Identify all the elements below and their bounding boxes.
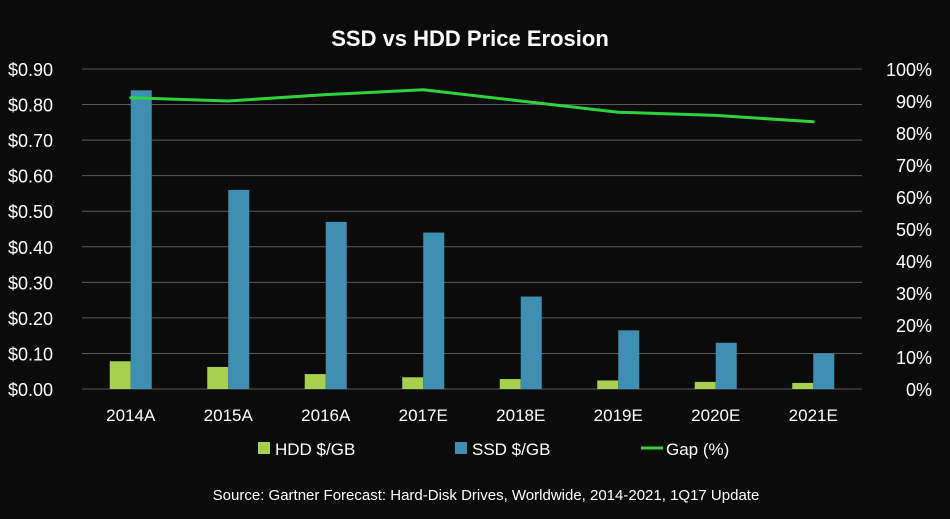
- right-tick-label: 70%: [896, 156, 932, 176]
- left-tick-label: $0.40: [8, 238, 53, 258]
- legend-label: Gap (%): [666, 440, 729, 459]
- hdd-bar: [694, 381, 716, 389]
- ssd-bar: [130, 90, 152, 389]
- legend: HDD $/GB SSD $/GB Gap (%): [258, 440, 729, 459]
- right-tick-label: 100%: [886, 60, 932, 80]
- hdd-bar: [792, 382, 814, 389]
- legend-label: HDD $/GB: [275, 440, 355, 459]
- chart-title: SSD vs HDD Price Erosion: [331, 26, 609, 51]
- left-tick-label: $0.00: [8, 380, 53, 400]
- category-label: 2014A: [106, 406, 156, 425]
- source-note: Source: Gartner Forecast: Hard-Disk Driv…: [213, 487, 760, 504]
- left-axis-ticks: $0.00 $0.10 $0.20 $0.30 $0.40 $0.50 $0.60 $0.70…: [8, 60, 53, 400]
- legend-swatch: [455, 442, 467, 454]
- left-tick-label: $0.50: [8, 202, 53, 222]
- right-tick-label: 0%: [906, 380, 932, 400]
- category-label: 2020E: [691, 406, 740, 425]
- left-tick-label: $0.70: [8, 131, 53, 151]
- category-labels: 2014A 2015A 2016A 2017E 2018E 2019E 2020E 2021E: [106, 406, 838, 425]
- hdd-bar: [597, 380, 619, 389]
- ssd-bar: [813, 353, 835, 389]
- hdd-bar: [499, 379, 521, 389]
- ssd-bar: [618, 330, 640, 389]
- left-tick-label: $0.60: [8, 167, 53, 187]
- category-label: 2021E: [789, 406, 838, 425]
- left-tick-label: $0.90: [8, 60, 53, 80]
- bars: [109, 90, 835, 389]
- right-tick-label: 60%: [896, 188, 932, 208]
- right-tick-label: 40%: [896, 252, 932, 272]
- gridlines: [82, 68, 862, 390]
- category-label: 2018E: [496, 406, 545, 425]
- ssd-bar: [715, 342, 737, 389]
- legend-swatch: [258, 442, 270, 454]
- category-label: 2015A: [204, 406, 254, 425]
- right-axis-ticks: 0% 10% 20% 30% 40% 50% 60% 70% 80% 90% 100%: [886, 60, 932, 400]
- hdd-bar: [207, 366, 229, 389]
- left-tick-label: $0.30: [8, 273, 53, 293]
- right-tick-label: 50%: [896, 220, 932, 240]
- ssd-bar: [423, 232, 445, 389]
- left-tick-label: $0.80: [8, 96, 53, 116]
- gap-line: [129, 88, 815, 124]
- left-tick-label: $0.10: [8, 344, 53, 364]
- ssd-bar: [520, 296, 542, 389]
- category-label: 2016A: [301, 406, 351, 425]
- right-tick-label: 10%: [896, 348, 932, 368]
- ssd-bar: [325, 221, 347, 389]
- hdd-bar: [402, 377, 424, 389]
- right-tick-label: 80%: [896, 124, 932, 144]
- category-label: 2017E: [399, 406, 448, 425]
- category-label: 2019E: [594, 406, 643, 425]
- right-tick-label: 30%: [896, 284, 932, 304]
- ssd-bar: [228, 189, 250, 389]
- legend-label: SSD $/GB: [472, 440, 550, 459]
- left-tick-label: $0.20: [8, 309, 53, 329]
- gap-line-layer: [129, 88, 815, 124]
- right-tick-label: 20%: [896, 316, 932, 336]
- hdd-bar: [304, 374, 326, 389]
- right-tick-label: 90%: [896, 92, 932, 112]
- hdd-bar: [109, 361, 131, 389]
